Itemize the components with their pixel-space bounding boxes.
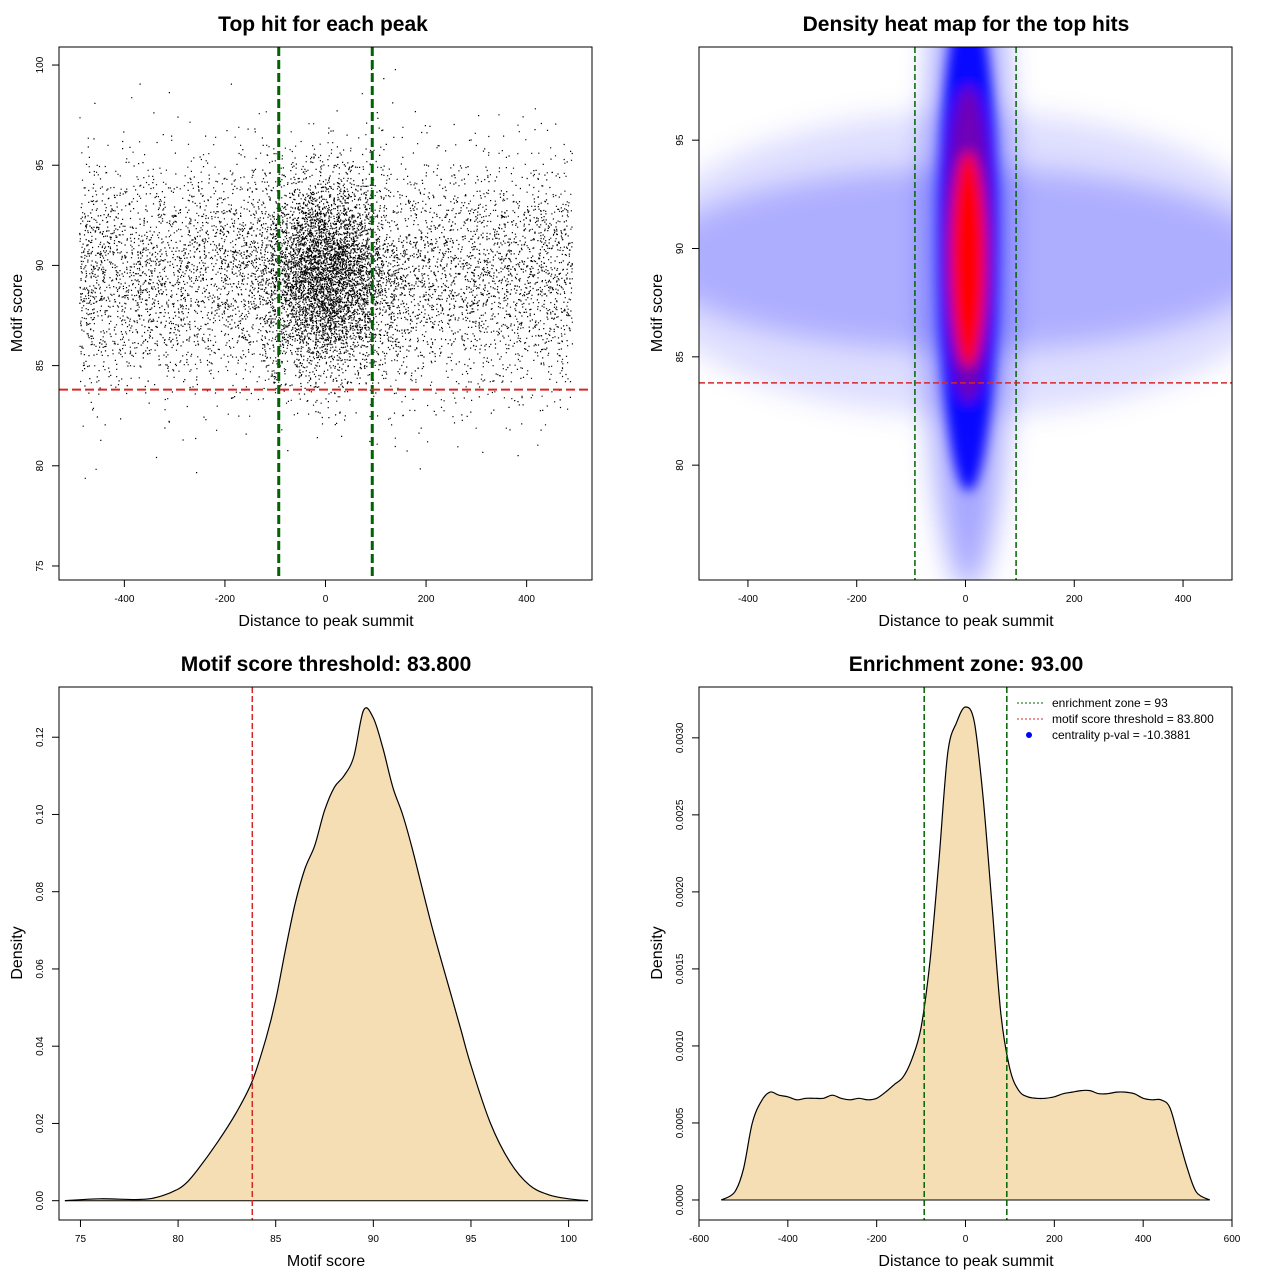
x-tick-label: 400: [1175, 594, 1192, 605]
x-tick-label: 200: [1066, 594, 1083, 605]
chart-title: Top hit for each peak: [218, 13, 428, 36]
x-tick-label: 80: [173, 1234, 185, 1245]
panel-scatter: Top hit for each peak Distance to peak s…: [9, 13, 593, 630]
y-tick-label: 100: [35, 56, 46, 73]
y-tick-label: 0.04: [35, 1036, 46, 1056]
x-axis-label: Distance to peak summit: [878, 613, 1054, 630]
y-tick-label: 85: [675, 351, 686, 363]
plot-frame: [698, 686, 1233, 1221]
y-axis-label: Motif score: [649, 274, 666, 352]
plot-frame: [698, 46, 1233, 581]
density-curve: [720, 706, 1211, 1201]
panel-heatmap: Density heat map for the top hits Distan…: [649, 13, 1233, 630]
y-tick-label: 0.0020: [675, 876, 686, 907]
density-area: [64, 707, 589, 1201]
x-axis-label: Distance to peak summit: [878, 1253, 1054, 1270]
y-tick-label: 0.00: [35, 1191, 46, 1211]
x-tick-label: -200: [867, 1234, 887, 1245]
axes: -400 -200 0 200 400 75 80 85 90 95 100: [35, 56, 535, 605]
reference-lines: [59, 47, 592, 580]
scatter-points: [79, 69, 573, 479]
x-tick-label: 0: [963, 594, 969, 605]
x-tick-label: 90: [368, 1234, 380, 1245]
density-line: [64, 707, 589, 1202]
y-axis-label: Density: [9, 926, 26, 979]
y-tick-label: 0.02: [35, 1113, 46, 1133]
panel-score-density: Motif score threshold: 83.800 Motif scor…: [9, 653, 593, 1270]
density-curve: [64, 707, 589, 1202]
x-tick-label: 100: [560, 1234, 577, 1245]
x-axis-label: Distance to peak summit: [238, 613, 414, 630]
y-axis-label: Density: [649, 926, 666, 979]
y-tick-label: 75: [35, 560, 46, 572]
y-tick-label: 90: [675, 243, 686, 255]
x-tick-label: -200: [847, 594, 867, 605]
y-tick-label: 95: [675, 134, 686, 146]
y-tick-label: 0.0005: [675, 1107, 686, 1138]
x-tick-label: 0: [963, 1234, 969, 1245]
heatmap-core-layer: [938, 47, 999, 492]
x-tick-label: -400: [738, 594, 758, 605]
chart-title: Motif score threshold: 83.800: [181, 653, 472, 676]
scatter-point-cloud: [79, 69, 573, 479]
reference-lines: [923, 687, 1008, 1220]
x-tick-label: 85: [270, 1234, 282, 1245]
y-tick-label: 80: [35, 460, 46, 472]
density-heatmap: [699, 47, 1232, 580]
y-tick-label: 0.0000: [675, 1184, 686, 1215]
y-tick-label: 80: [675, 459, 686, 471]
y-axis-label: Motif score: [9, 274, 26, 352]
x-tick-label: -200: [215, 594, 235, 605]
x-tick-label: 400: [518, 594, 535, 605]
legend-entry: centrality p-val = -10.3881: [1052, 728, 1191, 742]
chart-title: Enrichment zone: 93.00: [849, 653, 1084, 676]
x-tick-label: 95: [465, 1234, 477, 1245]
legend: enrichment zone = 93 motif score thresho…: [1017, 696, 1214, 742]
reference-lines: [699, 47, 1232, 580]
y-tick-label: 0.0030: [675, 722, 686, 753]
y-tick-label: 0.0025: [675, 799, 686, 830]
legend-swatch-pval: [1026, 732, 1032, 738]
y-tick-label: 0.0010: [675, 1030, 686, 1061]
y-tick-label: 90: [35, 259, 46, 271]
y-tick-label: 0.12: [35, 727, 46, 747]
plot-frame: [58, 686, 593, 1221]
plot-frame: [58, 46, 593, 581]
y-tick-label: 0.06: [35, 959, 46, 979]
x-tick-label: 600: [1224, 1234, 1241, 1245]
heat-core-red: [950, 151, 986, 368]
x-tick-label: 400: [1135, 1234, 1152, 1245]
density-line: [720, 706, 1211, 1201]
y-tick-label: 95: [35, 159, 46, 171]
x-tick-label: -400: [114, 594, 134, 605]
x-tick-label: -600: [689, 1234, 709, 1245]
chart-title: Density heat map for the top hits: [803, 13, 1130, 36]
x-tick-label: 0: [323, 594, 329, 605]
legend-entry: enrichment zone = 93: [1052, 696, 1168, 710]
x-tick-label: 200: [1046, 1234, 1063, 1245]
y-tick-label: 0.0015: [675, 953, 686, 984]
y-tick-label: 0.08: [35, 882, 46, 902]
density-area: [721, 707, 1210, 1200]
x-tick-label: 200: [418, 594, 435, 605]
x-tick-label: -400: [778, 1234, 798, 1245]
legend-entry: motif score threshold = 83.800: [1052, 712, 1214, 726]
x-tick-label: 75: [75, 1234, 87, 1245]
y-tick-label: 85: [35, 360, 46, 372]
panel-distance-density: Enrichment zone: 93.00 Distance to peak …: [649, 653, 1241, 1270]
y-tick-label: 0.10: [35, 804, 46, 824]
x-axis-label: Motif score: [287, 1253, 365, 1270]
